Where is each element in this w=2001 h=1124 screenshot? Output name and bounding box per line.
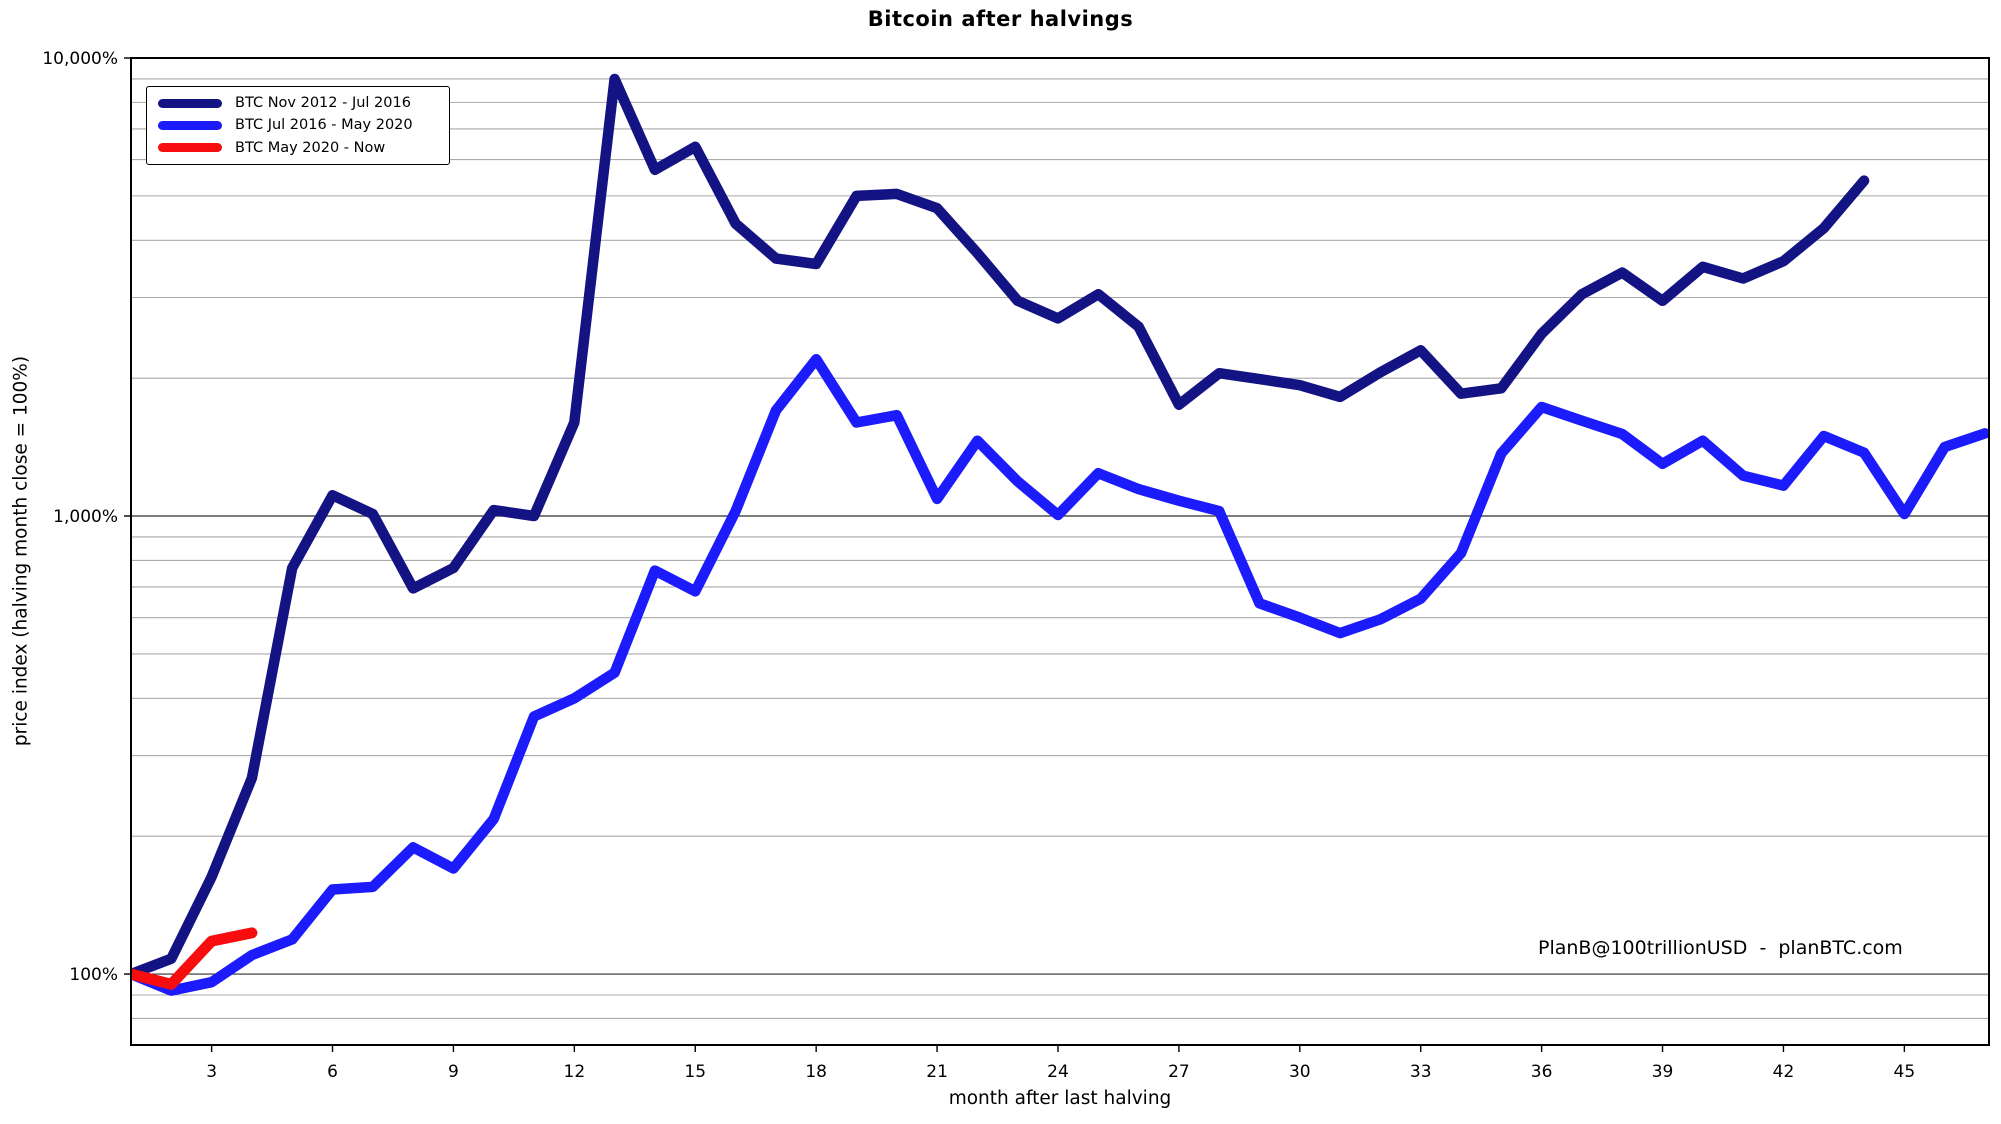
- legend-label: BTC Nov 2012 - Jul 2016: [235, 94, 411, 111]
- x-tick-label: 6: [327, 1062, 338, 1082]
- x-tick-label: 33: [1410, 1062, 1432, 1082]
- x-tick-label: 15: [684, 1062, 706, 1082]
- legend-line-sample-icon: [158, 143, 222, 153]
- legend-line-sample-icon: [158, 120, 222, 130]
- x-tick-label: 24: [1047, 1062, 1069, 1082]
- series-lines: [131, 73, 1989, 996]
- x-tick-label: 12: [564, 1062, 586, 1082]
- x-tick-label: 9: [448, 1062, 459, 1082]
- x-tick-label: 18: [805, 1062, 827, 1082]
- legend: BTC Nov 2012 - Jul 2016 BTC Jul 2016 - M…: [146, 86, 450, 165]
- x-tick-label: 3: [206, 1062, 217, 1082]
- x-tick-label: 21: [926, 1062, 948, 1082]
- legend-label: BTC Jul 2016 - May 2020: [235, 117, 413, 134]
- chart-title: Bitcoin after halvings: [867, 7, 1134, 31]
- legend-line-sample-icon: [158, 98, 222, 108]
- series-line-2: [131, 927, 258, 990]
- series-line-1: [131, 353, 1989, 996]
- series-line-0: [131, 73, 1870, 980]
- y-tick-label: 10,000%: [42, 49, 118, 69]
- minor-gridlines: [131, 78, 1989, 1019]
- y-tick-label: 100%: [69, 965, 118, 985]
- attribution-text: PlanB@100trillionUSD - planBTC.com: [1538, 937, 1903, 959]
- plot-border: [130, 57, 1990, 1046]
- x-tick-label: 45: [1894, 1062, 1916, 1082]
- x-tick-label: 39: [1652, 1062, 1674, 1082]
- x-tick-label: 30: [1289, 1062, 1311, 1082]
- x-tick-label: 42: [1773, 1062, 1795, 1082]
- y-tick-label: 1,000%: [53, 507, 118, 527]
- x-ticks: 3 6 9 12 15 18 21 24 27 30 33 36 39 42 45: [206, 1045, 1915, 1082]
- x-tick-label: 27: [1168, 1062, 1190, 1082]
- x-tick-label: 36: [1531, 1062, 1553, 1082]
- major-gridlines: 100% 1,000% 10,000%: [42, 49, 1989, 985]
- legend-item: BTC Jul 2016 - May 2020: [158, 118, 439, 133]
- legend-item: BTC Nov 2012 - Jul 2016: [158, 96, 439, 111]
- legend-item: BTC May 2020 - Now: [158, 141, 439, 156]
- x-axis-label: month after last halving: [948, 1088, 1172, 1109]
- legend-label: BTC May 2020 - Now: [235, 139, 386, 156]
